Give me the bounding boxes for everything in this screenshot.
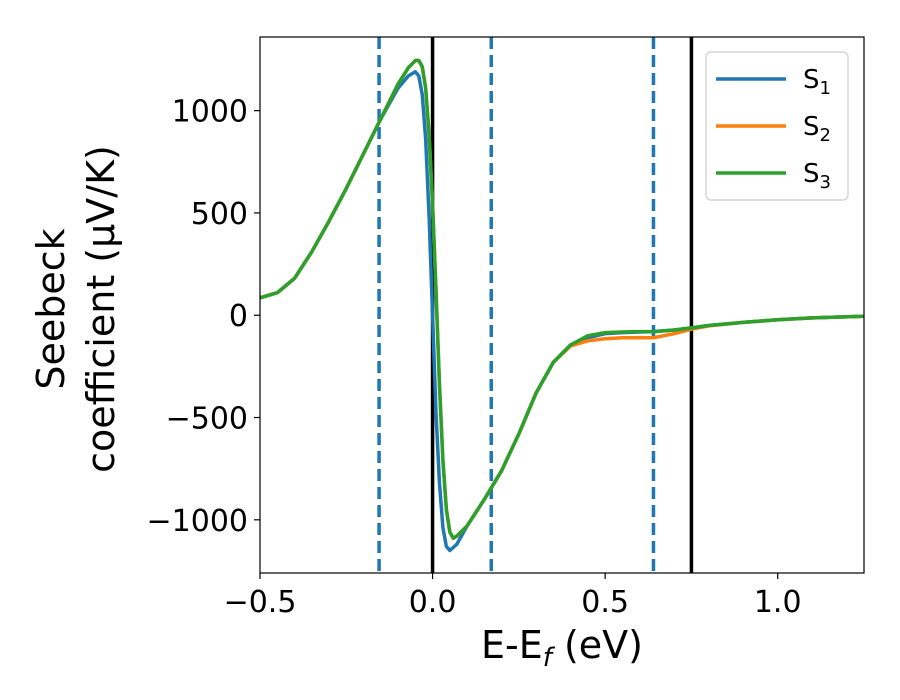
legend: S1 S2 S3 xyxy=(705,51,849,201)
x-axis-title: E-Ef (eV) xyxy=(481,623,643,673)
legend-label-s2: S2 xyxy=(803,112,831,146)
legend-label-s3: S3 xyxy=(803,159,831,193)
x-tick-label: 1.0 xyxy=(754,585,802,620)
x-tick-label: −0.5 xyxy=(224,585,297,620)
axes-frame xyxy=(259,36,865,574)
y-tick-label: −1000 xyxy=(147,504,248,539)
plot-area xyxy=(260,37,864,573)
y-tick-label: 1000 xyxy=(172,95,248,130)
x-tick-label: 0.5 xyxy=(581,585,629,620)
y-tick-label: 0 xyxy=(229,299,248,334)
axes: −0.5 0.0 0.5 1.0 −1000 −500 0 500 1000 E-Ef (eV) S… xyxy=(29,36,865,673)
x-tick-label: 0.0 xyxy=(409,585,457,620)
y-axis-title-line1: Seebeck xyxy=(29,228,73,389)
legend-label-s1: S1 xyxy=(803,65,831,99)
y-axis-title-line2: coefficient (μV/K) xyxy=(79,145,123,473)
y-tick-label: 500 xyxy=(191,197,248,232)
y-tick-label: −500 xyxy=(166,402,248,437)
series-line-s3 xyxy=(260,58,864,540)
